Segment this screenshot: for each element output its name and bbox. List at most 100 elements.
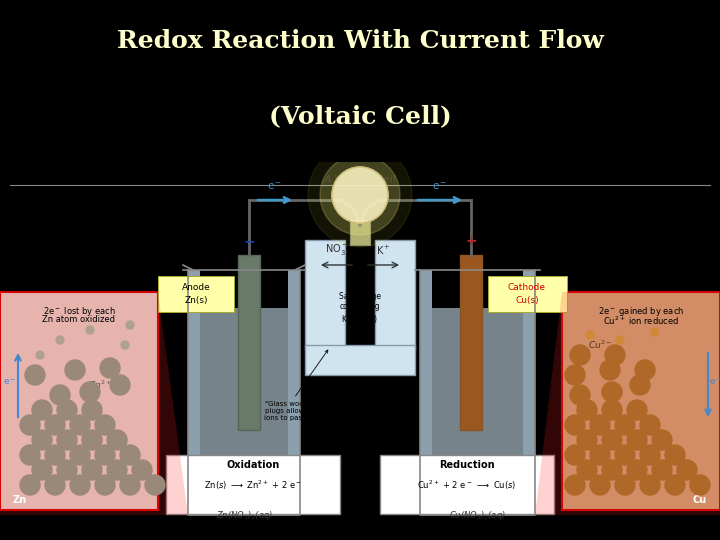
- Circle shape: [627, 430, 647, 450]
- Circle shape: [70, 445, 90, 465]
- Text: Zn(NO$_3$)$_2$($aq$): Zn(NO$_3$)$_2$($aq$): [215, 509, 272, 522]
- Bar: [188, 503, 300, 515]
- Text: Cu(NO$_3$)$_2$($aq$): Cu(NO$_3$)$_2$($aq$): [449, 509, 505, 522]
- Circle shape: [577, 400, 597, 420]
- Bar: [375, 240, 415, 350]
- Text: Reduction: Reduction: [439, 460, 495, 470]
- Circle shape: [690, 475, 710, 495]
- Bar: [562, 292, 720, 510]
- Polygon shape: [535, 292, 720, 515]
- Circle shape: [20, 445, 40, 465]
- Circle shape: [602, 400, 622, 420]
- Circle shape: [320, 155, 400, 235]
- Text: Zn atom oxidized: Zn atom oxidized: [42, 315, 115, 324]
- Circle shape: [25, 365, 45, 385]
- Circle shape: [602, 460, 622, 480]
- Text: Anode: Anode: [181, 284, 210, 293]
- Circle shape: [36, 351, 44, 359]
- Circle shape: [640, 415, 660, 435]
- Text: Oxidation: Oxidation: [226, 460, 279, 470]
- Bar: [305, 240, 345, 350]
- Circle shape: [82, 400, 102, 420]
- Text: K$^+$: K$^+$: [376, 244, 390, 257]
- Bar: [523, 270, 535, 515]
- Circle shape: [577, 430, 597, 450]
- Circle shape: [20, 475, 40, 495]
- Circle shape: [577, 460, 597, 480]
- Circle shape: [652, 430, 672, 450]
- Circle shape: [57, 460, 77, 480]
- Text: Zn(s): Zn(s): [184, 295, 208, 305]
- FancyBboxPatch shape: [380, 455, 554, 514]
- Circle shape: [615, 415, 635, 435]
- Circle shape: [332, 167, 388, 223]
- FancyBboxPatch shape: [488, 276, 567, 312]
- Circle shape: [65, 360, 85, 380]
- Circle shape: [590, 415, 610, 435]
- Circle shape: [95, 475, 115, 495]
- Bar: [350, 220, 370, 245]
- Circle shape: [640, 445, 660, 465]
- Circle shape: [32, 400, 52, 420]
- Circle shape: [110, 375, 130, 395]
- Text: e$^-$: e$^-$: [267, 181, 282, 192]
- Circle shape: [590, 445, 610, 465]
- Circle shape: [565, 445, 585, 465]
- Circle shape: [605, 345, 625, 365]
- Circle shape: [602, 430, 622, 450]
- Circle shape: [45, 415, 65, 435]
- Bar: [420, 503, 535, 515]
- Circle shape: [57, 430, 77, 450]
- Circle shape: [590, 475, 610, 495]
- Circle shape: [80, 382, 100, 402]
- Circle shape: [651, 328, 659, 336]
- Text: e$^-$: e$^-$: [709, 377, 720, 387]
- Bar: [0, 292, 158, 510]
- Bar: [238, 255, 260, 430]
- Text: +: +: [465, 234, 477, 248]
- Circle shape: [121, 341, 129, 349]
- Text: Cu$^{2-}$: Cu$^{2-}$: [588, 339, 612, 351]
- Text: Cathode: Cathode: [508, 284, 546, 293]
- Bar: [305, 345, 415, 375]
- Circle shape: [107, 460, 127, 480]
- FancyBboxPatch shape: [158, 276, 234, 312]
- Circle shape: [20, 415, 40, 435]
- Circle shape: [600, 360, 620, 380]
- Circle shape: [565, 475, 585, 495]
- Circle shape: [82, 460, 102, 480]
- Text: Cu$^{2+}$ ion reduced: Cu$^{2+}$ ion reduced: [603, 315, 679, 327]
- Circle shape: [100, 358, 120, 378]
- Bar: [420, 270, 432, 515]
- Circle shape: [615, 475, 635, 495]
- Text: −: −: [243, 234, 255, 248]
- Circle shape: [45, 445, 65, 465]
- Circle shape: [565, 365, 585, 385]
- Bar: [432, 308, 523, 503]
- Circle shape: [635, 360, 655, 380]
- Polygon shape: [0, 292, 188, 515]
- Circle shape: [86, 326, 94, 334]
- Circle shape: [56, 336, 64, 344]
- Circle shape: [145, 475, 165, 495]
- Circle shape: [630, 375, 650, 395]
- Circle shape: [95, 445, 115, 465]
- Circle shape: [50, 385, 70, 405]
- Text: (Voltaic Cell): (Voltaic Cell): [269, 105, 451, 129]
- Circle shape: [95, 415, 115, 435]
- Circle shape: [565, 415, 585, 435]
- Circle shape: [32, 460, 52, 480]
- FancyBboxPatch shape: [166, 455, 340, 514]
- Circle shape: [627, 460, 647, 480]
- Bar: [200, 308, 288, 503]
- Circle shape: [57, 400, 77, 420]
- Text: NO$_3^-$: NO$_3^-$: [325, 242, 348, 257]
- Bar: [460, 255, 482, 430]
- Circle shape: [308, 143, 412, 247]
- Circle shape: [602, 382, 622, 402]
- Circle shape: [45, 475, 65, 495]
- Circle shape: [32, 430, 52, 450]
- Text: e$^-$: e$^-$: [4, 377, 17, 387]
- Circle shape: [665, 475, 685, 495]
- Circle shape: [586, 331, 594, 339]
